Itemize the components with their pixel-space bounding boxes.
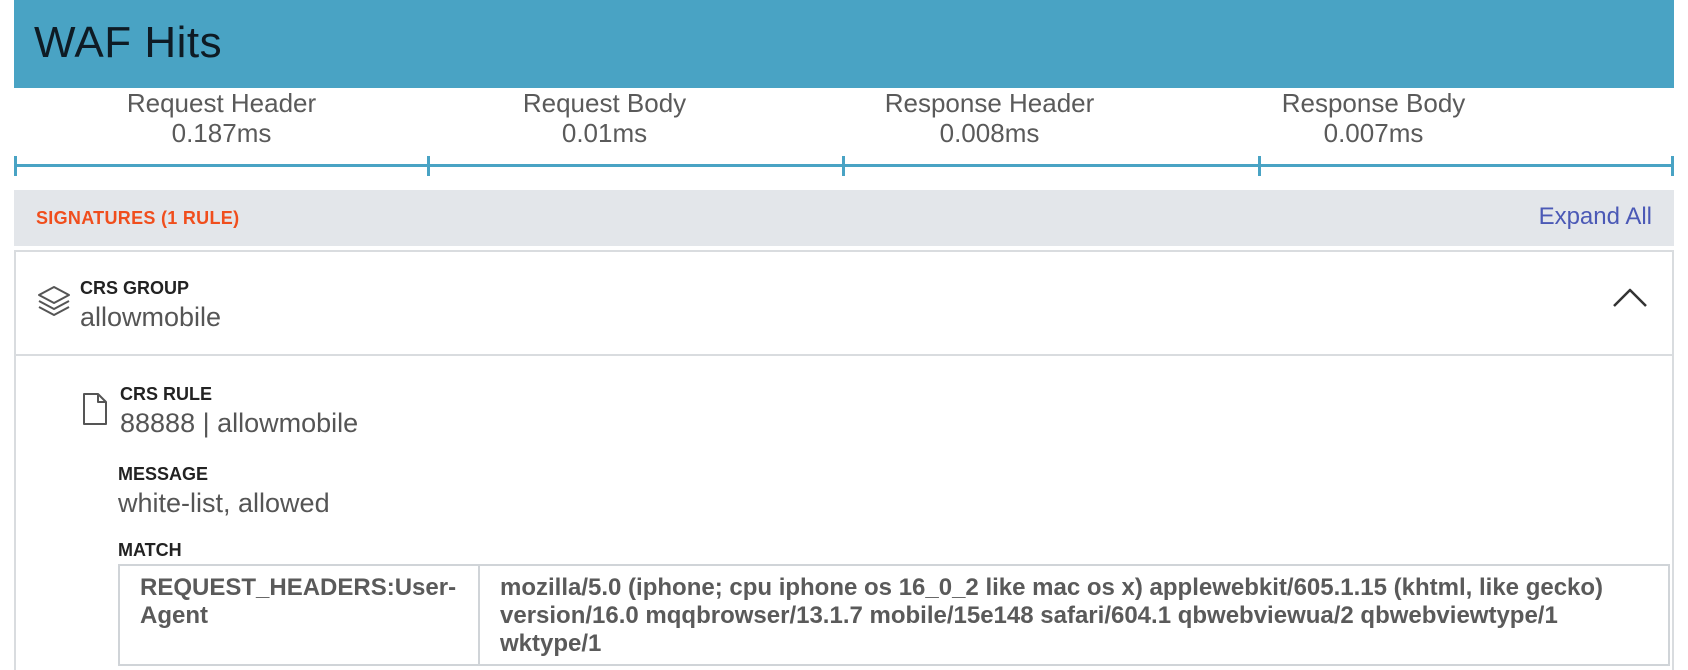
crs-group-label: CRS GROUP	[80, 278, 190, 298]
phase-time: 0.01ms	[561, 118, 648, 148]
phase-response-body: Response Body 0.007ms	[1166, 88, 1581, 148]
phase-label: Request Body	[522, 88, 687, 118]
phase-time: 0.007ms	[1323, 118, 1424, 148]
signatures-title: SIGNATURES (1 RULE)	[36, 208, 240, 228]
phase-label: Response Body	[1281, 88, 1466, 118]
timeline-tick	[427, 156, 430, 176]
match-table: REQUEST_HEADERS:User-Agent mozilla/5.0 (…	[118, 564, 1670, 666]
phase-label: Response Header	[884, 88, 1095, 118]
match-label: MATCH	[118, 540, 182, 560]
crs-group-card: CRS GROUP allowmobile CRS RULE 88888 | a…	[14, 250, 1674, 670]
expand-all-link[interactable]: Expand All	[1538, 203, 1652, 230]
phase-time: 0.187ms	[171, 118, 272, 148]
timeline-tick	[1258, 156, 1261, 176]
signatures-bar: SIGNATURES (1 RULE) Expand All	[14, 190, 1674, 246]
timeline-tick	[1671, 156, 1674, 176]
layers-icon	[38, 286, 70, 316]
table-row: REQUEST_HEADERS:User-Agent mozilla/5.0 (…	[118, 564, 1670, 666]
crs-rule-label: CRS RULE	[120, 384, 213, 404]
phase-request-header: Request Header 0.187ms	[14, 88, 429, 148]
match-value: mozilla/5.0 (iphone; cpu iphone os 16_0_…	[478, 564, 1670, 666]
crs-group-header[interactable]: CRS GROUP allowmobile	[16, 252, 1672, 356]
crs-rule-value: 88888 | allowmobile	[120, 408, 359, 438]
phase-time: 0.008ms	[939, 118, 1040, 148]
page-header: WAF Hits	[14, 0, 1674, 88]
timeline-tick	[842, 156, 845, 176]
phase-request-body: Request Body 0.01ms	[397, 88, 812, 148]
timeline-tick	[14, 156, 17, 176]
phase-label: Request Header	[126, 88, 317, 118]
phase-response-header: Response Header 0.008ms	[782, 88, 1197, 148]
crs-group-value: allowmobile	[80, 302, 222, 332]
message-value: white-list, allowed	[118, 488, 330, 518]
phase-timings: Request Header 0.187ms Request Body 0.01…	[14, 88, 1674, 180]
chevron-up-icon[interactable]	[1610, 282, 1650, 312]
match-key: REQUEST_HEADERS:User-Agent	[118, 564, 480, 666]
message-label: MESSAGE	[118, 464, 209, 484]
file-icon	[83, 393, 107, 425]
page-title: WAF Hits	[34, 18, 223, 67]
